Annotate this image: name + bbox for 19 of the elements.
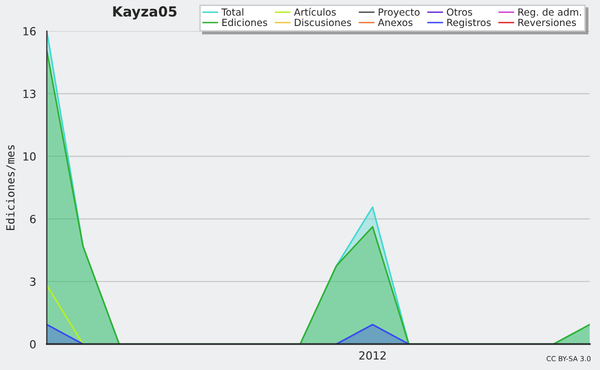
y-axis-title: Ediciones/mes: [6, 145, 16, 230]
legend-label: Ediciones: [222, 18, 268, 26]
legend-label: Reversiones: [518, 18, 576, 26]
y-tick-label: 0: [30, 340, 36, 348]
legend-label: Artículos: [294, 8, 336, 16]
legend-label: Total: [221, 8, 244, 16]
x-tick-label: 2012: [359, 351, 386, 360]
legend-label: Reg. de adm.: [518, 8, 581, 18]
legend-label: Registros: [447, 18, 491, 28]
y-tick-label: 3: [30, 277, 36, 286]
legend-label: Anexos: [378, 18, 412, 26]
chart-title: Kayza05: [113, 6, 177, 20]
y-tick-label: 10: [23, 152, 36, 161]
y-tick-label: 16: [23, 27, 36, 36]
legend-label: Otros: [446, 8, 472, 16]
y-tick-label: 6: [30, 214, 36, 224]
y-tick-label: 13: [23, 90, 36, 98]
legend-label: Proyecto: [378, 8, 420, 18]
legend-label: Discusiones: [294, 18, 352, 26]
